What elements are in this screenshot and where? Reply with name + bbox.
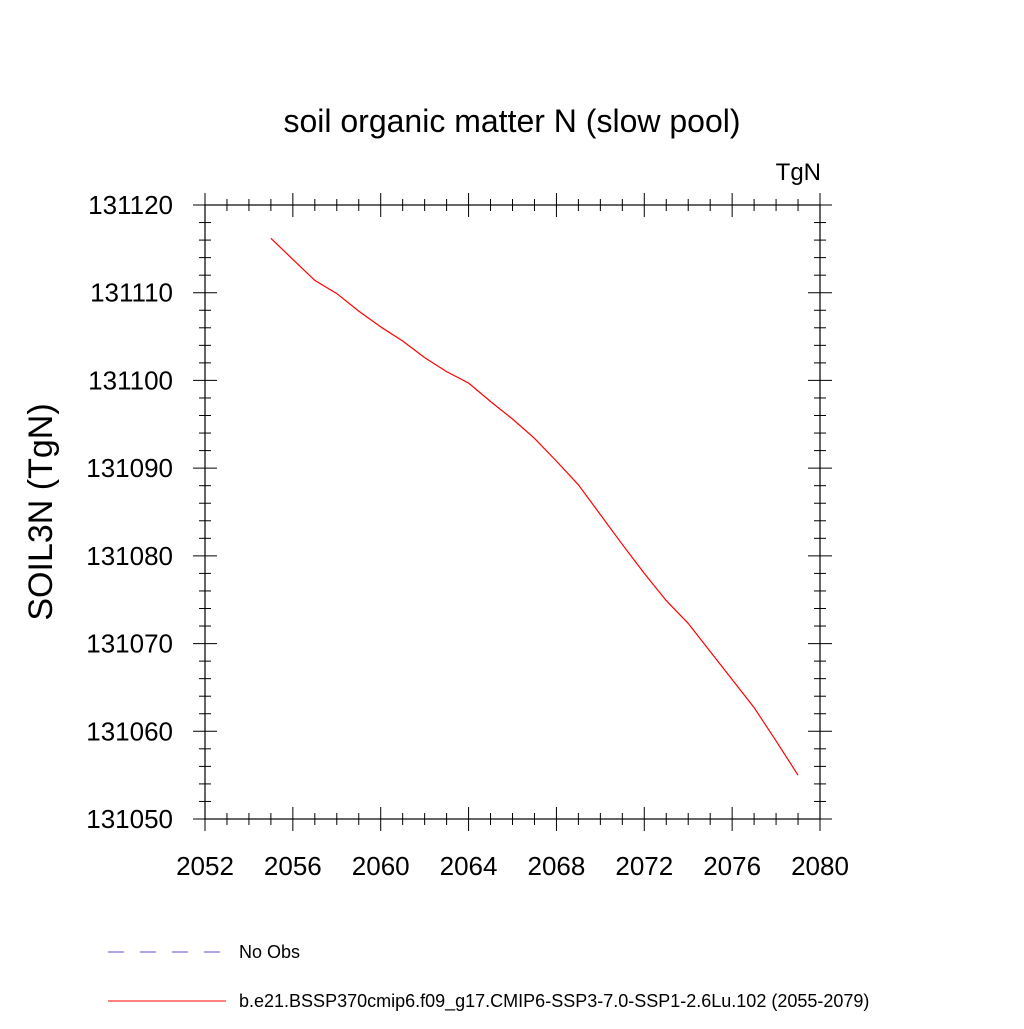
plot-frame — [204, 204, 821, 820]
x-tick-label: 2068 — [528, 851, 586, 881]
y-tick-label: 131050 — [86, 804, 173, 834]
x-tick-label: 2076 — [703, 851, 761, 881]
x-tick-label: 2060 — [352, 851, 410, 881]
x-axis-ticks: 2052 2056 2060 2064 2068 2072 2076 2080 — [176, 193, 849, 881]
y-tick-label: 131100 — [88, 365, 173, 395]
y-tick-label: 131060 — [86, 716, 173, 746]
x-tick-label: 2056 — [264, 851, 322, 881]
y-tick-label: 131070 — [86, 629, 173, 659]
x-tick-label: 2052 — [176, 851, 234, 881]
series-lines — [270, 237, 799, 776]
y-axis-ticks: 131050 131060 131070 131080 131090 131100 1311… — [86, 190, 832, 834]
plot-border — [204, 204, 821, 820]
series-line — [270, 237, 799, 776]
y-axis-label: SOIL3N (TgN) — [22, 403, 60, 620]
y-tick-label: 131090 — [86, 453, 173, 483]
y-tick-label: 131120 — [88, 190, 173, 220]
y-tick-label: 131080 — [86, 541, 173, 571]
units-label: TgN — [776, 159, 821, 186]
legend-label: No Obs — [239, 942, 300, 962]
legend: No Obs b.e21.BSSP370cmip6.f09_g17.CMIP6-S… — [108, 942, 869, 1012]
x-tick-label: 2072 — [615, 851, 673, 881]
x-tick-label: 2080 — [791, 851, 849, 881]
x-tick-label: 2064 — [440, 851, 498, 881]
y-tick-label: 131110 — [90, 278, 173, 308]
chart-title: soil organic matter N (slow pool) — [283, 103, 740, 139]
legend-label: b.e21.BSSP370cmip6.f09_g17.CMIP6-SSP3-7.… — [239, 991, 869, 1012]
